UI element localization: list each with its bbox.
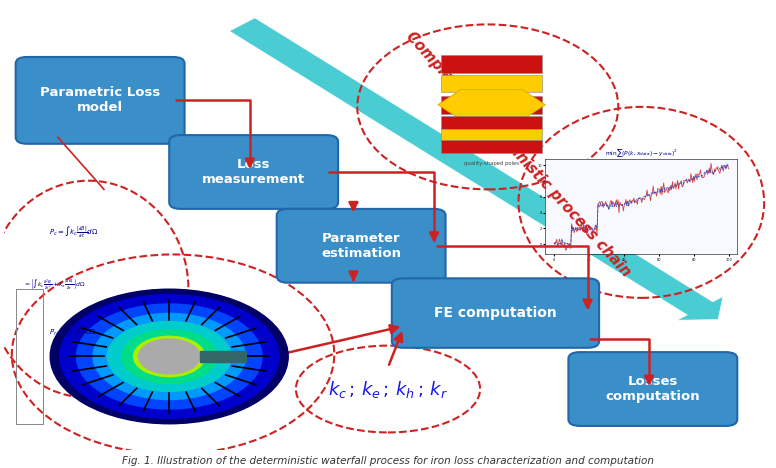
Circle shape: [162, 352, 176, 360]
FancyBboxPatch shape: [441, 140, 542, 153]
FancyBboxPatch shape: [441, 96, 542, 114]
FancyBboxPatch shape: [16, 57, 185, 144]
Circle shape: [138, 339, 200, 374]
Text: $k_c\,;\,k_e\,;\,k_h\,;\,k_r$: $k_c\,;\,k_e\,;\,k_h\,;\,k_r$: [328, 379, 448, 400]
Circle shape: [155, 348, 183, 365]
Circle shape: [133, 336, 205, 377]
Text: $= \left[\int k_c \frac{\partial^2 B}{\partial t^2} + k_e \frac{|\partial B|}{\p: $= \left[\int k_c \frac{\partial^2 B}{\p…: [23, 278, 85, 292]
FancyArrow shape: [230, 18, 723, 320]
Polygon shape: [438, 89, 546, 120]
Circle shape: [107, 322, 231, 391]
FancyBboxPatch shape: [441, 75, 542, 92]
Text: Parametric Loss
model: Parametric Loss model: [40, 87, 161, 114]
FancyBboxPatch shape: [568, 352, 737, 426]
FancyBboxPatch shape: [441, 55, 542, 73]
Circle shape: [76, 304, 262, 409]
Text: $P_c = \int k_c \frac{|\partial B|}{\partial t} d\Omega$: $P_c = \int k_c \frac{|\partial B|}{\par…: [49, 225, 98, 241]
Bar: [200, 351, 246, 362]
Text: Losses
computation: Losses computation: [605, 375, 700, 403]
Text: quality-shaped poles: quality-shaped poles: [464, 161, 519, 166]
Circle shape: [60, 294, 279, 418]
Text: $P_r = \int k_r \frac{|\partial B|}{\partial z} d\Omega$: $P_r = \int k_r \frac{|\partial B|}{\par…: [49, 325, 97, 340]
Text: Fig. 1. Illustration of the deterministic waterfall process for iron loss charac: Fig. 1. Illustration of the deterministi…: [122, 456, 654, 466]
Circle shape: [50, 289, 288, 424]
Text: Parameter
estimation: Parameter estimation: [321, 232, 401, 260]
FancyBboxPatch shape: [441, 129, 542, 142]
FancyBboxPatch shape: [441, 116, 542, 129]
Text: FE computation: FE computation: [434, 306, 557, 320]
Circle shape: [145, 343, 193, 370]
FancyBboxPatch shape: [277, 209, 445, 283]
Text: Loss
measurement: Loss measurement: [202, 158, 305, 186]
FancyBboxPatch shape: [169, 135, 338, 209]
Circle shape: [93, 314, 245, 400]
Text: Completely deterministic process chain: Completely deterministic process chain: [403, 29, 633, 279]
Circle shape: [122, 329, 217, 383]
FancyBboxPatch shape: [392, 278, 599, 348]
